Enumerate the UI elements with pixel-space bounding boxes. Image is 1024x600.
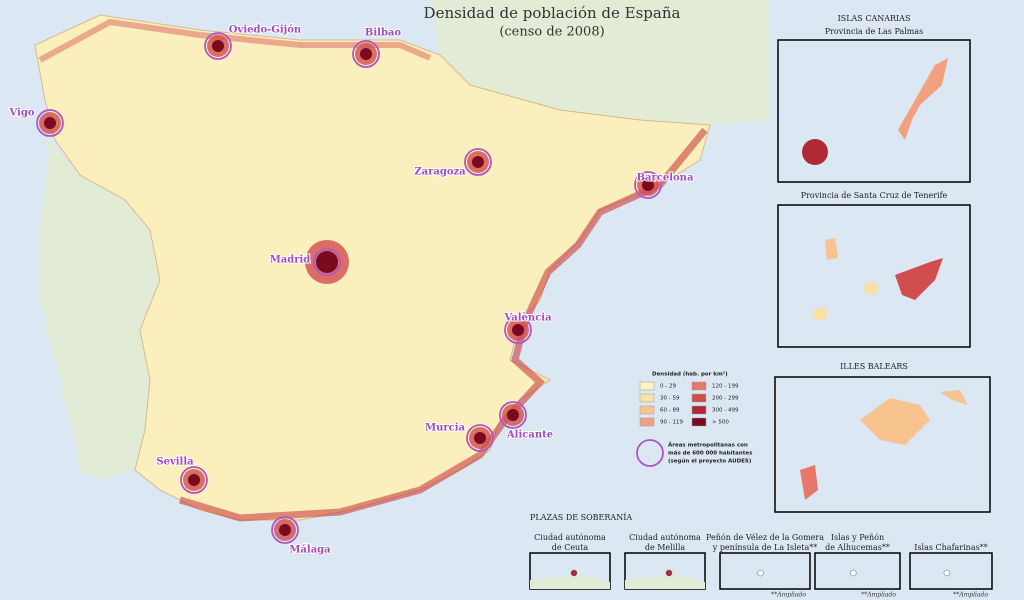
metro-circle	[204, 32, 232, 60]
city-label: Bilbao	[365, 28, 402, 39]
density-blob	[472, 156, 484, 168]
plazas-title: PLAZAS DE SOBERANÍA	[530, 513, 632, 522]
island	[825, 238, 838, 260]
legend-note: más de 600 000 habitantes	[668, 450, 753, 457]
metro-circle	[634, 171, 662, 199]
plaza-note: **Ampliado	[953, 592, 988, 599]
metro-circle	[352, 40, 380, 68]
plaza-note: **Ampliado	[861, 592, 896, 599]
city-label: Vigo	[8, 108, 34, 119]
metro-circle	[271, 516, 299, 544]
portugal	[40, 130, 160, 480]
legend-title: Densidad (hab. por km²)	[652, 371, 728, 378]
title: Densidad de población de España	[424, 4, 681, 22]
plaza-box	[719, 552, 811, 590]
legend-metro-circle	[636, 439, 664, 467]
city-label: Murcia	[425, 423, 465, 434]
plaza-label: Peñón de Vélez de la Gomera	[706, 533, 824, 542]
plaza-land	[530, 574, 610, 589]
city-label: Madrid	[270, 255, 311, 266]
inset-box	[777, 204, 971, 348]
plaza-mark	[850, 569, 857, 577]
density-blob	[512, 324, 524, 336]
legend-label: 30 - 59	[660, 396, 680, 402]
island	[812, 306, 828, 320]
density-blob	[642, 179, 654, 191]
island	[800, 465, 818, 500]
density-blob	[507, 409, 519, 421]
island	[940, 390, 968, 405]
plaza-label: y península de La Isleta**	[712, 543, 817, 552]
north-coast-density	[38, 18, 432, 63]
metro-circle	[499, 401, 527, 429]
legend-note: Áreas metropolitanas con	[668, 442, 748, 449]
legend-swatch	[691, 393, 707, 403]
inset-title: ISLAS CANARIAS	[838, 14, 911, 23]
legend-swatch	[639, 405, 655, 415]
plaza-land	[625, 574, 705, 589]
density-blob	[316, 251, 338, 273]
plaza-label: Ciudad autónoma	[629, 533, 701, 542]
plaza-label: Ciudad autónoma	[534, 533, 606, 542]
density-blob	[474, 432, 486, 444]
metro-circle	[464, 148, 492, 176]
city-label: Sevilla	[156, 457, 194, 468]
city-label: Oviedo-Gijón	[229, 25, 302, 36]
plaza-box	[909, 552, 993, 590]
city-label: Málaga	[289, 545, 331, 556]
plaza-label: de Alhucemas**	[825, 543, 890, 552]
plaza-mark	[757, 569, 764, 577]
legend-label: > 500	[712, 420, 729, 426]
legend-swatch	[639, 393, 655, 403]
legend-note: (según el proyecto AUDES)	[668, 458, 752, 465]
legend-label: 300 - 499	[712, 408, 739, 414]
legend-swatch	[639, 417, 655, 427]
plaza-mark	[570, 569, 578, 577]
plaza-note: **Ampliado	[771, 592, 806, 599]
legend-label: 200 - 299	[712, 396, 739, 402]
legend-label: 0 - 29	[660, 384, 676, 390]
metro-circle	[466, 424, 494, 452]
island	[864, 283, 878, 295]
city-label: Barcelona	[637, 173, 694, 184]
legend-label: 120 - 199	[712, 384, 739, 390]
density-blob	[188, 474, 200, 486]
island	[898, 58, 948, 140]
legend-swatch	[691, 381, 707, 391]
metro-circle	[36, 109, 64, 137]
island	[860, 398, 930, 445]
density-blob	[44, 117, 56, 129]
plaza-mark	[943, 569, 951, 577]
island	[895, 258, 943, 300]
metro-circle	[313, 248, 341, 276]
city-label: València	[503, 313, 552, 324]
inset-title: Provincia de Las Palmas	[825, 27, 924, 36]
east-coast-density	[178, 127, 708, 522]
subtitle: (censo de 2008)	[499, 25, 604, 40]
plaza-mark	[665, 569, 673, 577]
plaza-box	[814, 552, 901, 590]
legend-label: 90 - 119	[660, 420, 683, 426]
inset-title: ILLES BALEARS	[840, 362, 908, 371]
island	[802, 139, 828, 165]
plaza-label: de Ceuta	[552, 543, 589, 552]
city-label: Zaragoza	[414, 167, 466, 178]
density-blob	[360, 48, 372, 60]
legend-swatch	[691, 417, 707, 427]
legend-swatch	[639, 381, 655, 391]
inset-title: Provincia de Santa Cruz de Tenerife	[801, 191, 948, 200]
plaza-label: de Melilla	[645, 543, 686, 552]
legend-swatch	[691, 405, 707, 415]
france	[430, 0, 770, 125]
density-blob	[279, 524, 291, 536]
plaza-label: Islas y Peñón	[831, 533, 884, 542]
legend-label: 60 - 89	[660, 408, 680, 414]
metro-circle	[180, 466, 208, 494]
city-label: Alicante	[506, 430, 553, 441]
metro-circle	[504, 316, 532, 344]
density-blob	[212, 40, 224, 52]
plaza-label: Islas Chafarinas**	[914, 543, 987, 552]
